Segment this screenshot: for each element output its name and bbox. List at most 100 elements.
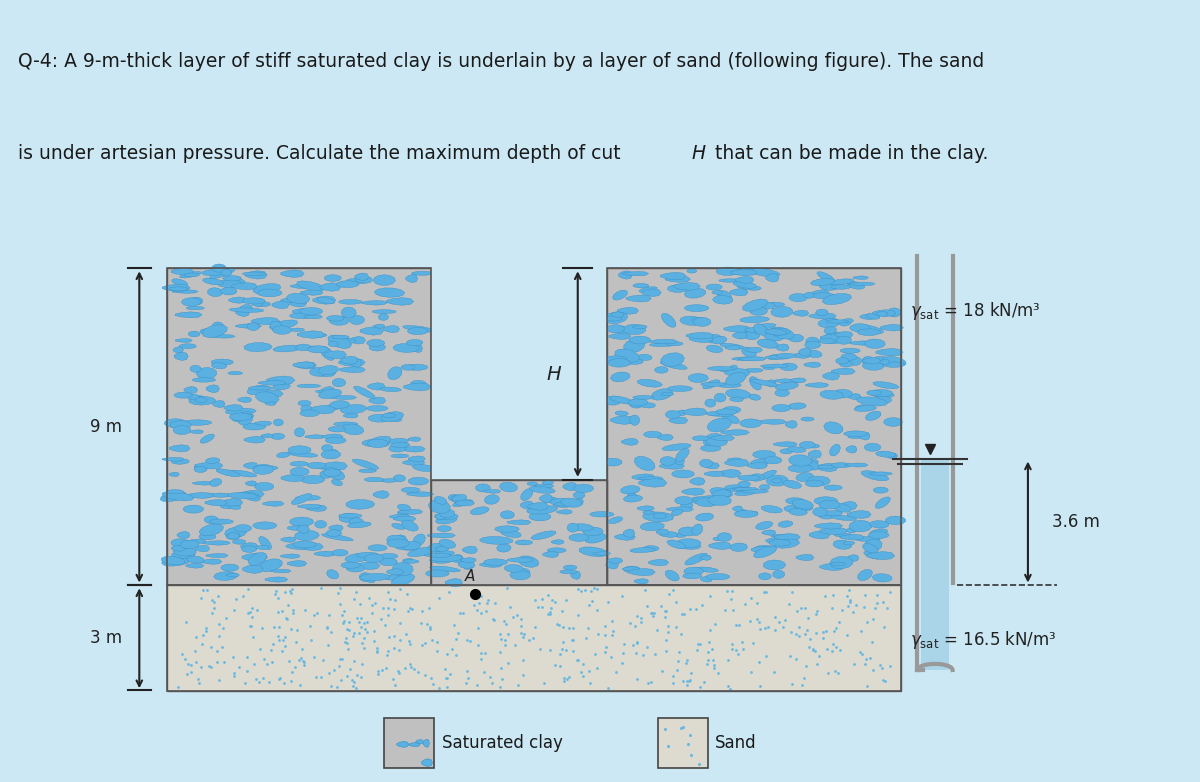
Text: H: H (546, 364, 560, 384)
Polygon shape (265, 402, 276, 405)
Polygon shape (174, 392, 192, 398)
Polygon shape (504, 565, 523, 572)
Polygon shape (720, 343, 745, 349)
Polygon shape (874, 393, 894, 398)
Polygon shape (696, 513, 714, 521)
Polygon shape (714, 367, 733, 372)
Polygon shape (876, 451, 895, 457)
Polygon shape (403, 460, 425, 466)
Polygon shape (635, 457, 655, 471)
Polygon shape (650, 389, 673, 400)
Polygon shape (169, 287, 188, 290)
Polygon shape (640, 522, 664, 531)
Polygon shape (383, 575, 402, 580)
Polygon shape (853, 276, 869, 279)
Polygon shape (402, 447, 425, 452)
Polygon shape (875, 396, 892, 404)
Bar (167, 268, 431, 586)
Polygon shape (666, 411, 680, 418)
Polygon shape (287, 561, 307, 566)
Polygon shape (368, 436, 391, 446)
Polygon shape (634, 579, 649, 584)
Polygon shape (690, 477, 706, 486)
Polygon shape (202, 559, 222, 565)
Polygon shape (515, 540, 533, 545)
Polygon shape (706, 284, 722, 290)
Polygon shape (186, 307, 204, 310)
Polygon shape (632, 474, 655, 481)
Polygon shape (818, 500, 840, 509)
Polygon shape (607, 558, 623, 564)
Polygon shape (258, 559, 282, 572)
Polygon shape (770, 307, 793, 317)
Polygon shape (774, 378, 793, 383)
Polygon shape (254, 482, 274, 490)
Polygon shape (269, 320, 298, 330)
Polygon shape (480, 536, 512, 544)
Polygon shape (191, 297, 203, 305)
Polygon shape (606, 316, 623, 321)
Polygon shape (832, 515, 857, 521)
Polygon shape (320, 450, 341, 459)
Polygon shape (743, 299, 768, 311)
Polygon shape (318, 365, 338, 375)
Polygon shape (854, 406, 876, 411)
Polygon shape (754, 545, 776, 553)
Polygon shape (451, 495, 466, 503)
Polygon shape (691, 317, 706, 322)
Polygon shape (220, 504, 239, 509)
Polygon shape (379, 558, 397, 565)
Polygon shape (232, 282, 258, 290)
Polygon shape (612, 290, 628, 300)
Text: Saturated clay: Saturated clay (442, 734, 563, 752)
Polygon shape (484, 559, 508, 565)
Polygon shape (695, 567, 719, 572)
Polygon shape (870, 521, 889, 528)
Polygon shape (803, 292, 814, 299)
Polygon shape (820, 390, 844, 400)
Polygon shape (245, 481, 257, 486)
Polygon shape (436, 514, 446, 519)
Polygon shape (833, 504, 851, 512)
Polygon shape (554, 502, 569, 506)
Polygon shape (434, 497, 446, 504)
Polygon shape (180, 540, 199, 549)
Polygon shape (380, 411, 403, 421)
Text: 3 m: 3 m (90, 630, 121, 647)
Polygon shape (726, 372, 746, 386)
Polygon shape (547, 547, 566, 553)
Polygon shape (642, 512, 674, 522)
Polygon shape (199, 524, 223, 536)
Polygon shape (229, 506, 241, 509)
Polygon shape (665, 570, 679, 581)
Polygon shape (731, 269, 757, 276)
Polygon shape (175, 312, 202, 317)
Polygon shape (749, 474, 764, 481)
Polygon shape (210, 479, 222, 486)
Polygon shape (238, 411, 253, 425)
Polygon shape (324, 274, 341, 282)
Polygon shape (745, 347, 762, 353)
Polygon shape (221, 564, 239, 571)
Polygon shape (403, 383, 431, 391)
Polygon shape (818, 318, 840, 328)
Polygon shape (402, 560, 419, 563)
Polygon shape (854, 325, 884, 333)
Text: Sand: Sand (715, 734, 757, 752)
Bar (167, 586, 901, 691)
Polygon shape (834, 533, 853, 537)
Polygon shape (708, 367, 734, 371)
Polygon shape (840, 501, 857, 510)
Polygon shape (860, 314, 876, 320)
Polygon shape (397, 741, 409, 748)
Polygon shape (776, 353, 796, 358)
Polygon shape (193, 396, 205, 402)
Polygon shape (742, 347, 756, 357)
Polygon shape (274, 419, 283, 425)
Polygon shape (571, 571, 581, 579)
Polygon shape (756, 522, 773, 529)
Polygon shape (354, 386, 376, 399)
Polygon shape (816, 463, 838, 472)
Polygon shape (706, 573, 730, 579)
Polygon shape (856, 405, 866, 411)
